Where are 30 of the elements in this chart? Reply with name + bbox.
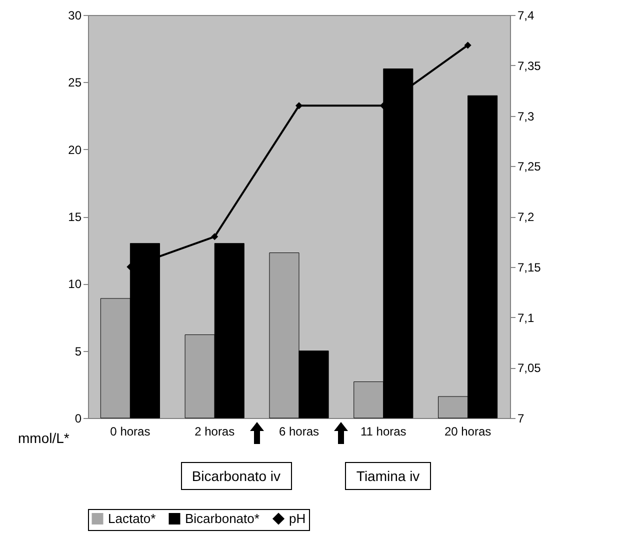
y2-tick-label: 7,25 — [518, 160, 542, 174]
x-tick-label: 6 horas — [278, 424, 320, 438]
y2-tick-label: 7,3 — [518, 109, 535, 124]
point — [295, 102, 303, 110]
text: mmol/L* — [18, 430, 70, 446]
point — [211, 233, 218, 240]
x-tick-label: 0 horas — [110, 424, 150, 438]
y2-tick-label: 7,05 — [518, 361, 542, 376]
y-tick-label: 20 — [68, 142, 82, 157]
point — [464, 42, 472, 49]
y2-tick-label: 7,15 — [518, 260, 542, 274]
x-tick-label: 20 horas — [444, 424, 492, 438]
legend-label: Bicarbonato* — [185, 510, 260, 526]
y-tick-label: 5 — [74, 344, 82, 358]
x-tick-label: 2 horas — [194, 424, 235, 438]
y-tick-label: 10 — [68, 277, 82, 292]
y-tick-label: 15 — [68, 210, 82, 224]
y2-tick-label: 7,35 — [518, 58, 542, 73]
y-tick-label: 0 — [74, 412, 82, 426]
text: Tiamina iv — [345, 462, 431, 490]
y2-tick-label: 7,1 — [518, 310, 535, 325]
legend-label: pH — [289, 510, 306, 526]
x-tick-label: 11 horas — [360, 424, 406, 438]
y-tick-label: 30 — [68, 8, 82, 22]
y2-tick-label: 7,4 — [518, 8, 535, 22]
y2-tick-label: 7,2 — [518, 210, 535, 224]
y2-tick-label: 7 — [518, 412, 524, 426]
legend-label: Lactato* — [108, 510, 156, 526]
text: Bicarbonato iv — [180, 462, 292, 490]
y-tick-label: 25 — [68, 76, 82, 90]
